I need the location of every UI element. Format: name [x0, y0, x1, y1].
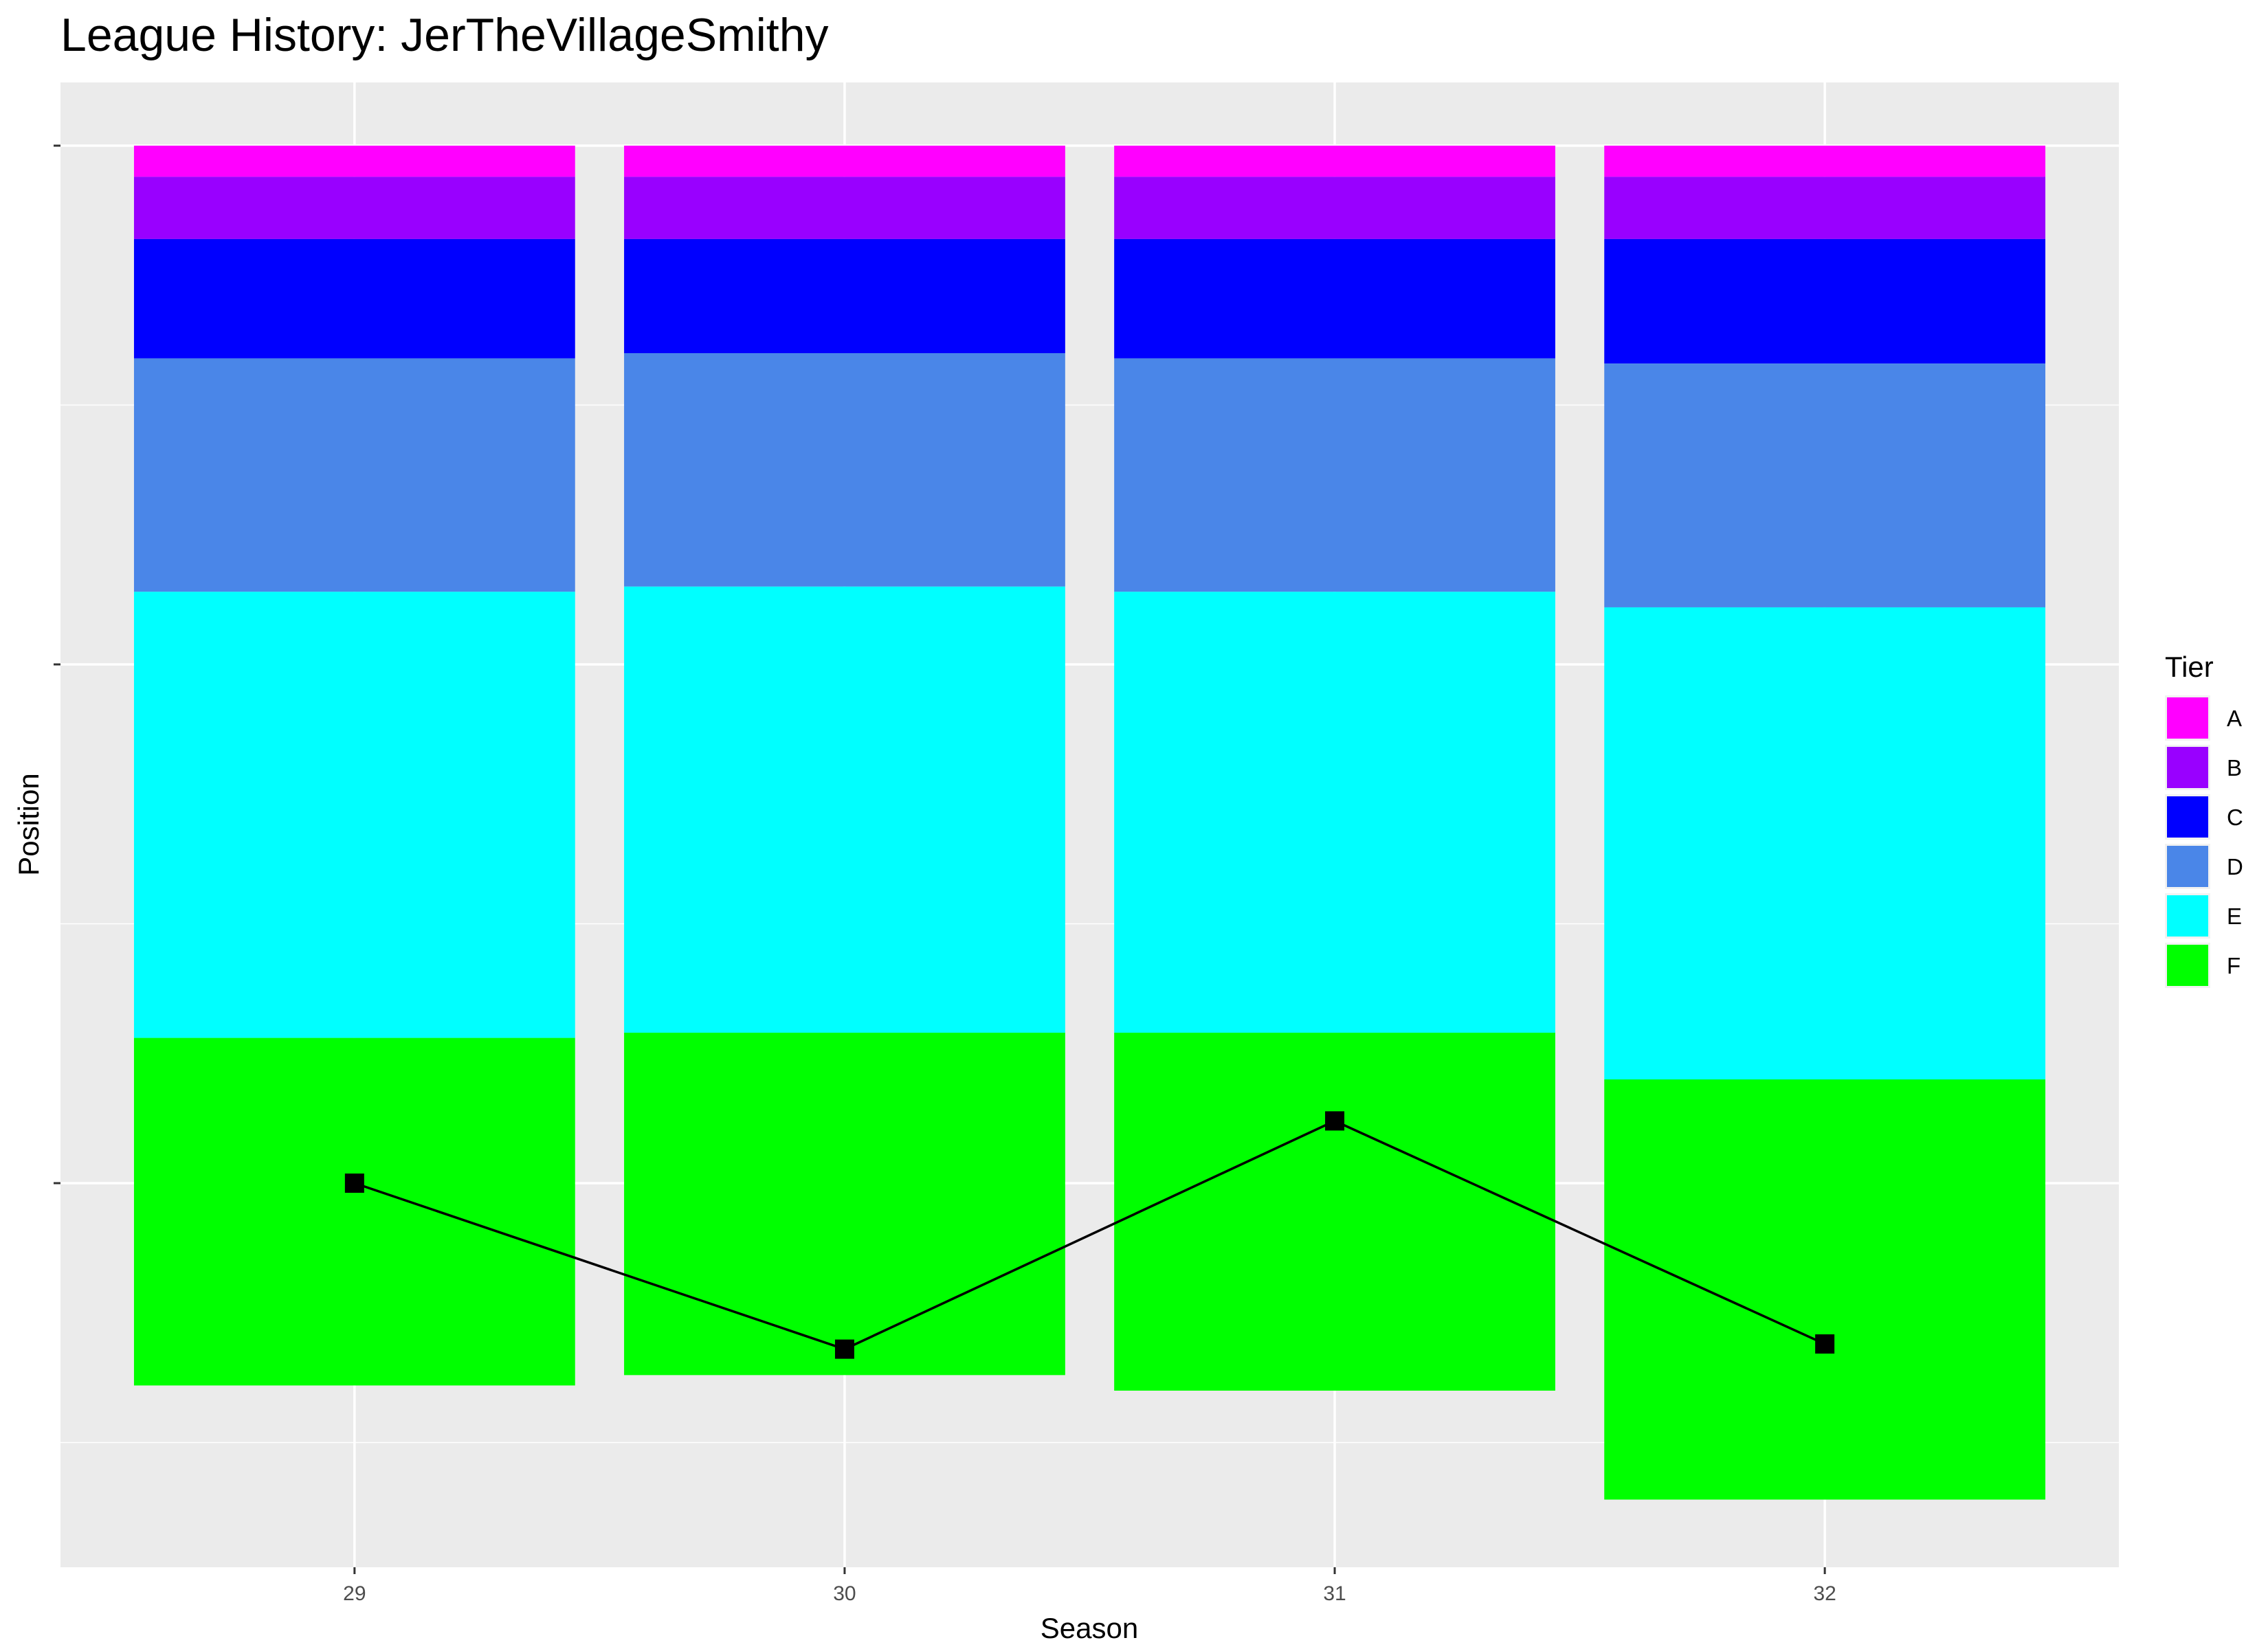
- legend-key-e: [2167, 895, 2208, 936]
- bar-tier-d-season-32: [1604, 363, 2046, 607]
- bar-tier-a-season-31: [1114, 146, 1555, 177]
- bar-tier-b-season-29: [133, 177, 575, 239]
- bar-tier-d-season-29: [133, 358, 575, 592]
- position-line-path: [354, 1119, 1825, 1351]
- bars: [133, 146, 2046, 1500]
- bar-tier-a-season-30: [624, 146, 1065, 177]
- legend-label-f: F: [2227, 953, 2241, 978]
- x-tick-label: 30: [833, 1582, 856, 1605]
- bar-tier-a-season-29: [133, 146, 575, 177]
- bar-tier-c-season-29: [133, 238, 575, 359]
- x-tick-label: 32: [1813, 1582, 1836, 1605]
- bar-tier-f-season-30: [624, 1033, 1065, 1376]
- bar-tier-b-season-32: [1604, 177, 2046, 239]
- bar-tier-c-season-31: [1114, 238, 1555, 359]
- position-marker-season-32: [1815, 1334, 1835, 1354]
- axes: 29 30 31 32: [54, 144, 1836, 1605]
- legend-key-b: [2167, 747, 2208, 788]
- legend-key-a: [2167, 697, 2208, 739]
- legend-label-b: B: [2227, 755, 2242, 781]
- legend-title: Tier: [2165, 651, 2214, 683]
- legend-key-c: [2167, 796, 2208, 838]
- bar-tier-e-season-30: [624, 586, 1065, 1033]
- bar-tier-d-season-30: [624, 353, 1065, 587]
- bar-tier-a-season-32: [1604, 146, 2046, 177]
- bar-tier-b-season-30: [624, 177, 1065, 239]
- bar-tier-b-season-31: [1114, 177, 1555, 239]
- legend-label-d: D: [2227, 854, 2243, 879]
- position-marker-season-29: [344, 1174, 364, 1193]
- bar-tier-f-season-29: [133, 1037, 575, 1386]
- bar-tier-d-season-31: [1114, 358, 1555, 592]
- x-tick-label: 31: [1323, 1582, 1346, 1605]
- y-axis-title: Position: [12, 773, 45, 875]
- x-tick-label: 29: [343, 1582, 366, 1605]
- bar-tier-c-season-30: [624, 238, 1065, 353]
- legend-key-d: [2167, 846, 2208, 887]
- position-line: [344, 1111, 1835, 1359]
- position-marker-season-31: [1325, 1111, 1345, 1131]
- bar-tier-f-season-31: [1114, 1033, 1555, 1391]
- bar-tier-e-season-32: [1604, 607, 2046, 1079]
- bar-tier-e-season-31: [1114, 592, 1555, 1033]
- legend-label-e: E: [2227, 904, 2242, 929]
- legend-label-c: C: [2227, 805, 2243, 830]
- chart-title: League History: JerTheVillageSmithy: [60, 9, 829, 61]
- position-marker-season-30: [834, 1339, 854, 1359]
- bar-tier-e-season-29: [133, 592, 575, 1038]
- legend-label-a: A: [2227, 706, 2242, 731]
- bar-tier-c-season-32: [1604, 238, 2046, 364]
- x-axis-title: Season: [1041, 1612, 1138, 1644]
- legend-key-f: [2167, 945, 2208, 986]
- bar-tier-f-season-32: [1604, 1079, 2046, 1500]
